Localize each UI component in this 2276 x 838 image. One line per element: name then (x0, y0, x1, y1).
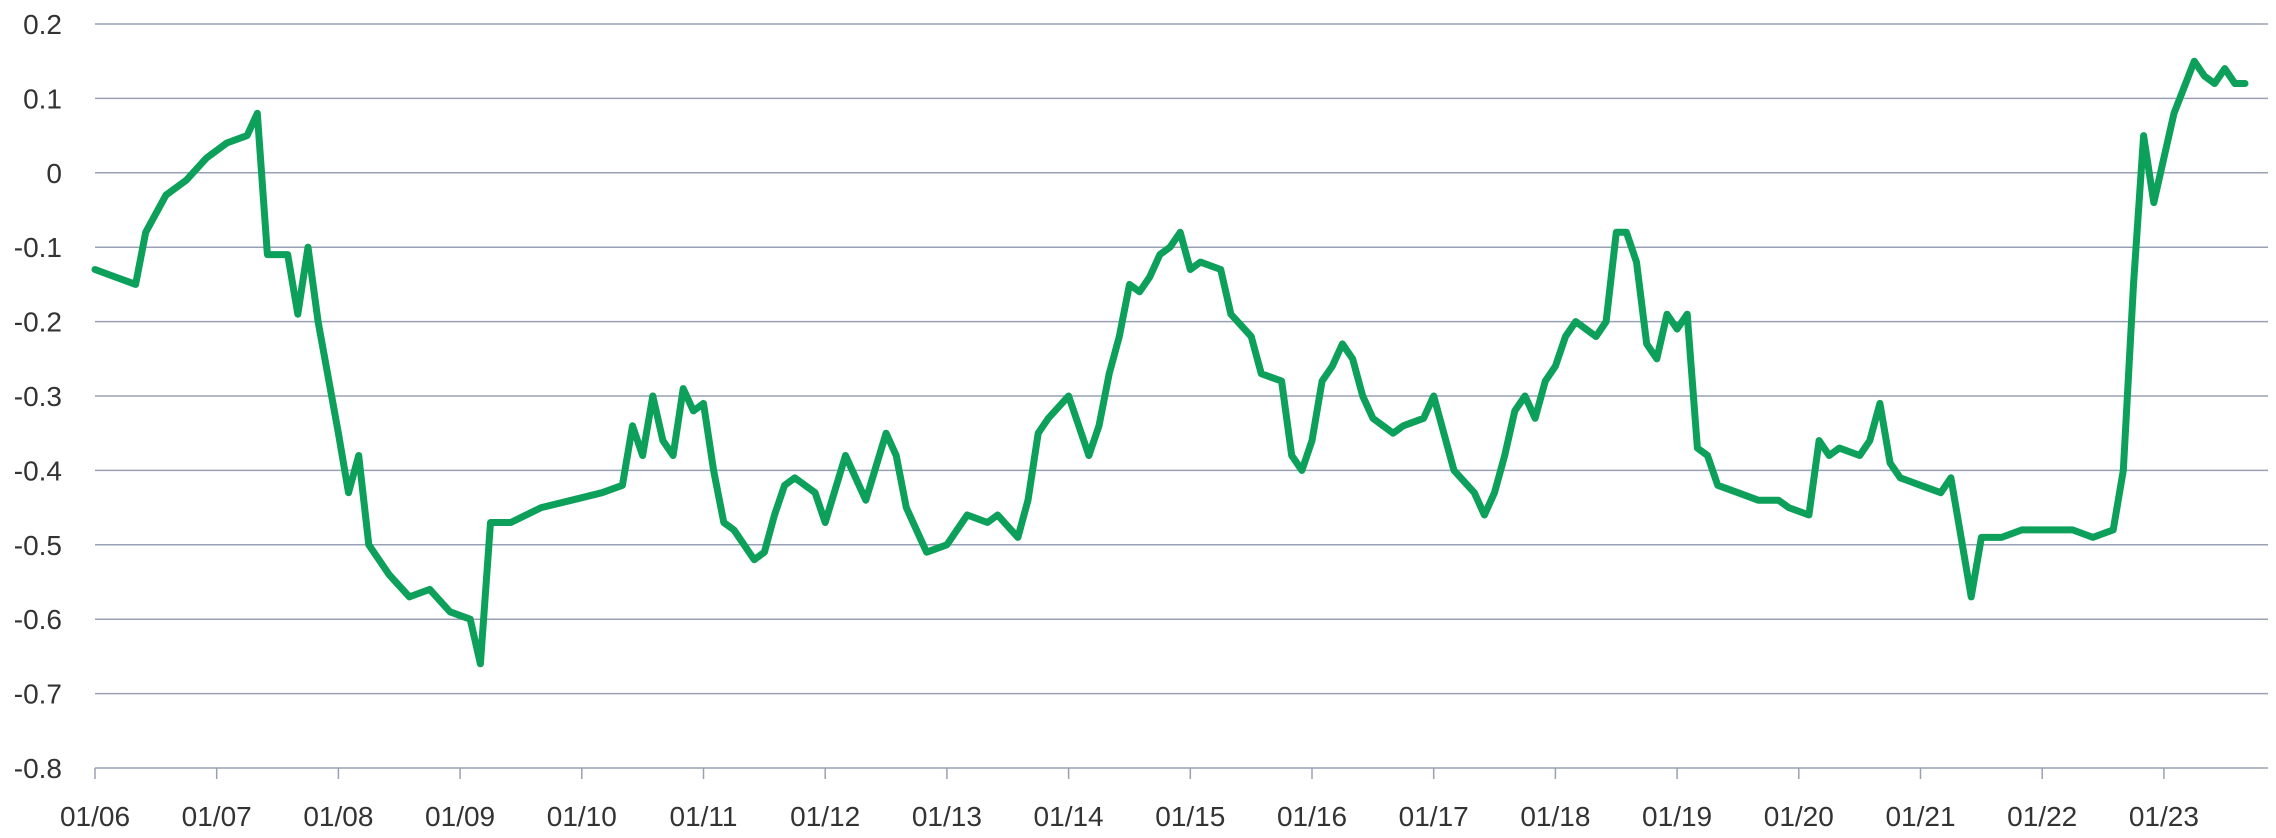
x-tick-label: 01/19 (1642, 801, 1712, 832)
x-tick-label: 01/12 (790, 801, 860, 832)
x-tick-label: 01/07 (182, 801, 252, 832)
y-tick-label: -0.3 (14, 381, 62, 412)
y-tick-label: -0.6 (14, 604, 62, 635)
x-tick-label: 01/21 (1885, 801, 1955, 832)
grid (95, 23, 2268, 769)
x-tick-label: 01/09 (425, 801, 495, 832)
y-tick-label: 0 (46, 158, 62, 189)
x-tick-label: 01/16 (1277, 801, 1347, 832)
x-tick-label: 01/14 (1034, 801, 1104, 832)
x-tick-label: 01/15 (1155, 801, 1225, 832)
series-line (91, 57, 2249, 668)
y-tick-label: -0.5 (14, 530, 62, 561)
y-tick-label: -0.8 (14, 753, 62, 784)
series (91, 57, 2249, 668)
y-tick-label: -0.1 (14, 232, 62, 263)
x-tick-label: 01/17 (1399, 801, 1469, 832)
y-tick-label: -0.4 (14, 455, 62, 486)
x-tick-label: 01/13 (912, 801, 982, 832)
y-axis-labels: 0.2 0.1 0 -0.1 -0.2 -0.3 -0.4 -0.5 -0.6 -0.7 -0.8 (14, 9, 62, 784)
x-tick-label: 01/08 (303, 801, 373, 832)
y-tick-label: 0.1 (23, 83, 62, 114)
x-tick-label: 01/20 (1764, 801, 1834, 832)
x-tick-label: 01/06 (60, 801, 130, 832)
x-tick-label: 01/11 (670, 801, 738, 832)
y-tick-label: -0.7 (14, 679, 62, 710)
x-tick-label: 01/18 (1520, 801, 1590, 832)
x-tick-label: 01/10 (547, 801, 617, 832)
y-tick-label: 0.2 (23, 9, 62, 40)
x-tick-label: 01/22 (2007, 801, 2077, 832)
x-axis: 01/06 01/07 01/08 01/09 01/10 01/11 01/12 01/13… (60, 768, 2199, 832)
y-tick-label: -0.2 (14, 307, 62, 338)
x-tick-label: 01/23 (2129, 801, 2199, 832)
